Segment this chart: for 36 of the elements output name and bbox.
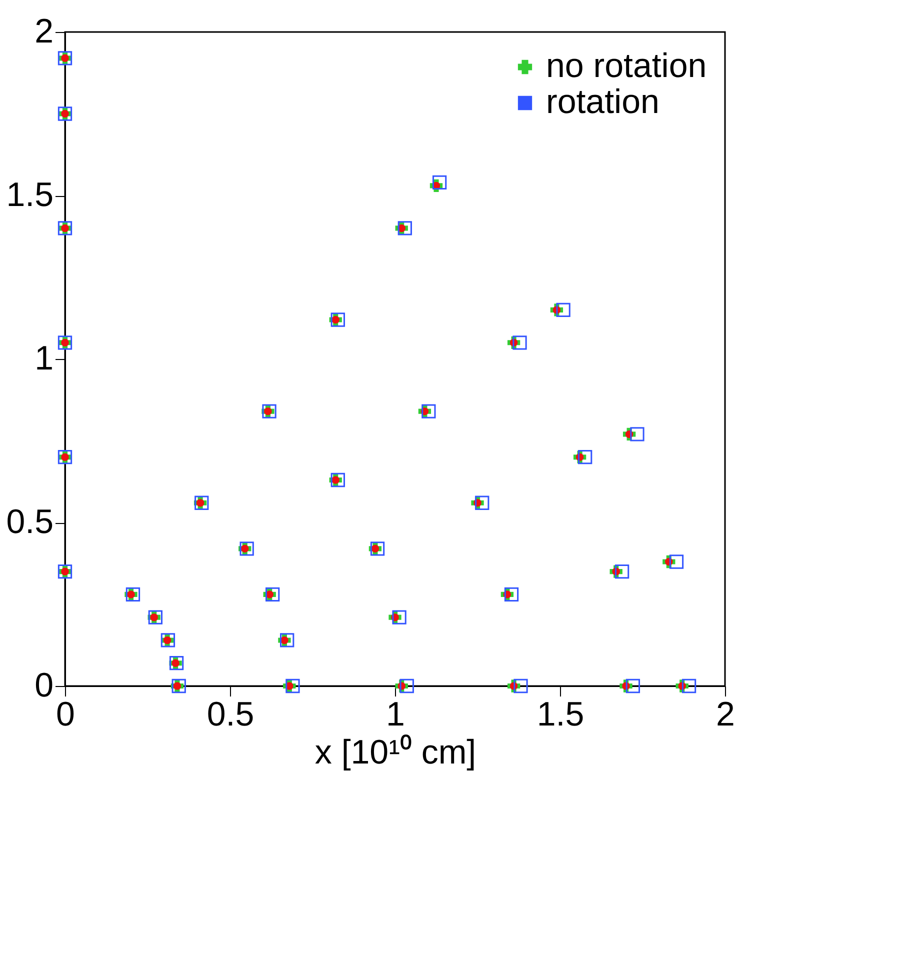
point (614, 564, 630, 579)
y-tick-label: 2 (34, 12, 54, 50)
point (556, 302, 570, 318)
point (398, 221, 412, 236)
legend-label: no rotation (546, 47, 707, 85)
point (630, 427, 644, 442)
point (240, 542, 254, 556)
point (514, 678, 528, 694)
point (286, 678, 300, 694)
point (578, 450, 592, 464)
point (400, 678, 414, 694)
point (330, 312, 345, 327)
y-tick-label: 1.5 (6, 176, 54, 214)
point (475, 496, 490, 510)
point (626, 678, 640, 694)
x-tick-label: 1 (386, 696, 405, 734)
point (422, 404, 436, 418)
point (504, 587, 519, 602)
point (330, 472, 345, 488)
y-tick-label: 1 (34, 340, 54, 378)
x-axis-title: x [10¹⁰ cm] (314, 734, 476, 772)
x-tick-label: 0.5 (206, 696, 254, 734)
y-tick-label: 0 (34, 666, 54, 704)
point (512, 336, 527, 350)
point (682, 678, 696, 694)
point (370, 542, 385, 556)
point (432, 175, 447, 190)
legend-label: rotation (546, 83, 660, 121)
x-tick-label: 1.5 (536, 696, 584, 734)
y-tick-label: 0.5 (6, 503, 54, 541)
point (669, 554, 684, 569)
point (392, 610, 406, 624)
x-tick-label: 2 (716, 696, 735, 734)
point (265, 587, 280, 602)
point (126, 587, 140, 602)
point (280, 633, 294, 648)
